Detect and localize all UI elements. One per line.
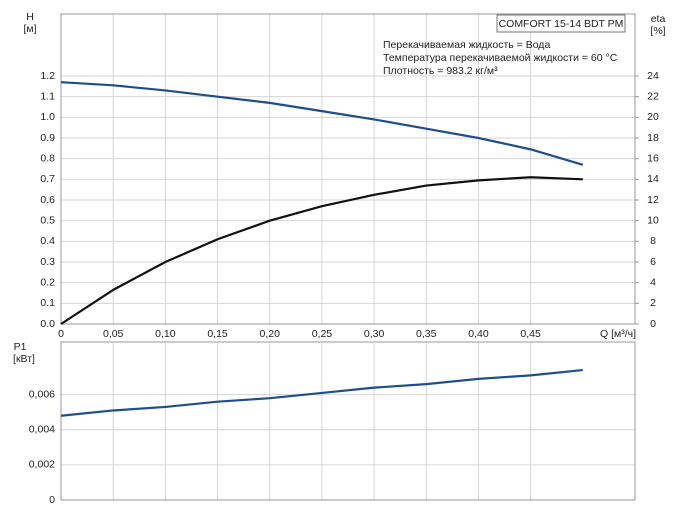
y-tick-label: 0: [49, 494, 55, 506]
note: Перекачиваемая жидкость = Вода: [383, 39, 550, 51]
y-tick-label: 0.2: [40, 276, 55, 288]
y2-tick-label: 18: [647, 132, 659, 144]
x-tick-label: 0: [58, 328, 64, 340]
y2-tick-label: 10: [647, 214, 659, 226]
y-tick-label: 0.1: [40, 297, 55, 309]
y-tick-label: 1.2: [40, 70, 55, 82]
y2-tick-label: 16: [647, 152, 659, 164]
y-tick-label: 0.6: [40, 194, 55, 206]
y2-tick-label: 14: [647, 173, 659, 185]
y-tick-label: 0,006: [29, 388, 55, 400]
y-tick-label: 0.9: [40, 132, 55, 144]
x-tick-label: 0,40: [468, 328, 489, 340]
x-tick-label: 0,35: [416, 328, 437, 340]
y-tick-label: 0.5: [40, 214, 55, 226]
y2-tick-label: 0: [650, 318, 656, 330]
y-tick-label: 0.0: [40, 318, 55, 330]
y2-tick-label: 6: [650, 256, 656, 268]
y-tick-label: 0.4: [40, 235, 55, 247]
y2-axis-label: eta: [651, 13, 666, 25]
y2-tick-label: 20: [647, 111, 659, 123]
y2-tick-label: 24: [647, 70, 659, 82]
y2-tick-label: 12: [647, 194, 659, 206]
y2-tick-label: 8: [650, 235, 656, 247]
y-axis-unit: [м]: [23, 23, 36, 35]
plot-frame: [60, 341, 636, 501]
note: Плотность = 983.2 кг/м³: [383, 65, 498, 77]
x-tick-label: 0,05: [103, 328, 124, 340]
x-tick-label: 0,15: [207, 328, 228, 340]
y-axis-label: P1: [14, 341, 27, 353]
y-tick-label: 0.7: [40, 173, 55, 185]
y-tick-label: 0,002: [29, 459, 55, 471]
x-axis-label: Q [м³/ч]: [600, 328, 636, 340]
y2-axis-unit: [%]: [650, 25, 665, 37]
x-tick-label: 0,45: [520, 328, 541, 340]
y2-tick-label: 2: [650, 297, 656, 309]
y-tick-label: 1.0: [40, 111, 55, 123]
note: Температура перекачиваемой жидкости = 60…: [383, 52, 618, 64]
plot-frame: [60, 13, 636, 325]
y-axis-unit: [кВт]: [13, 353, 35, 365]
y-tick-label: 1.1: [40, 90, 55, 102]
curve: [60, 176, 583, 325]
y-axis-label: H: [26, 11, 34, 23]
y2-tick-label: 22: [647, 90, 659, 102]
x-tick-label: 0,10: [155, 328, 176, 340]
title-text: COMFORT 15-14 BDT PM: [499, 18, 624, 30]
y2-tick-label: 4: [650, 276, 656, 288]
curve: [60, 81, 584, 166]
x-tick-label: 0,25: [312, 328, 333, 340]
y-tick-label: 0,004: [29, 424, 55, 436]
y-tick-label: 0.8: [40, 152, 55, 164]
x-tick-label: 0,30: [364, 328, 385, 340]
curve: [60, 368, 583, 417]
y-tick-label: 0.3: [40, 256, 55, 268]
title-box: [496, 14, 626, 33]
x-tick-label: 0,20: [260, 328, 281, 340]
